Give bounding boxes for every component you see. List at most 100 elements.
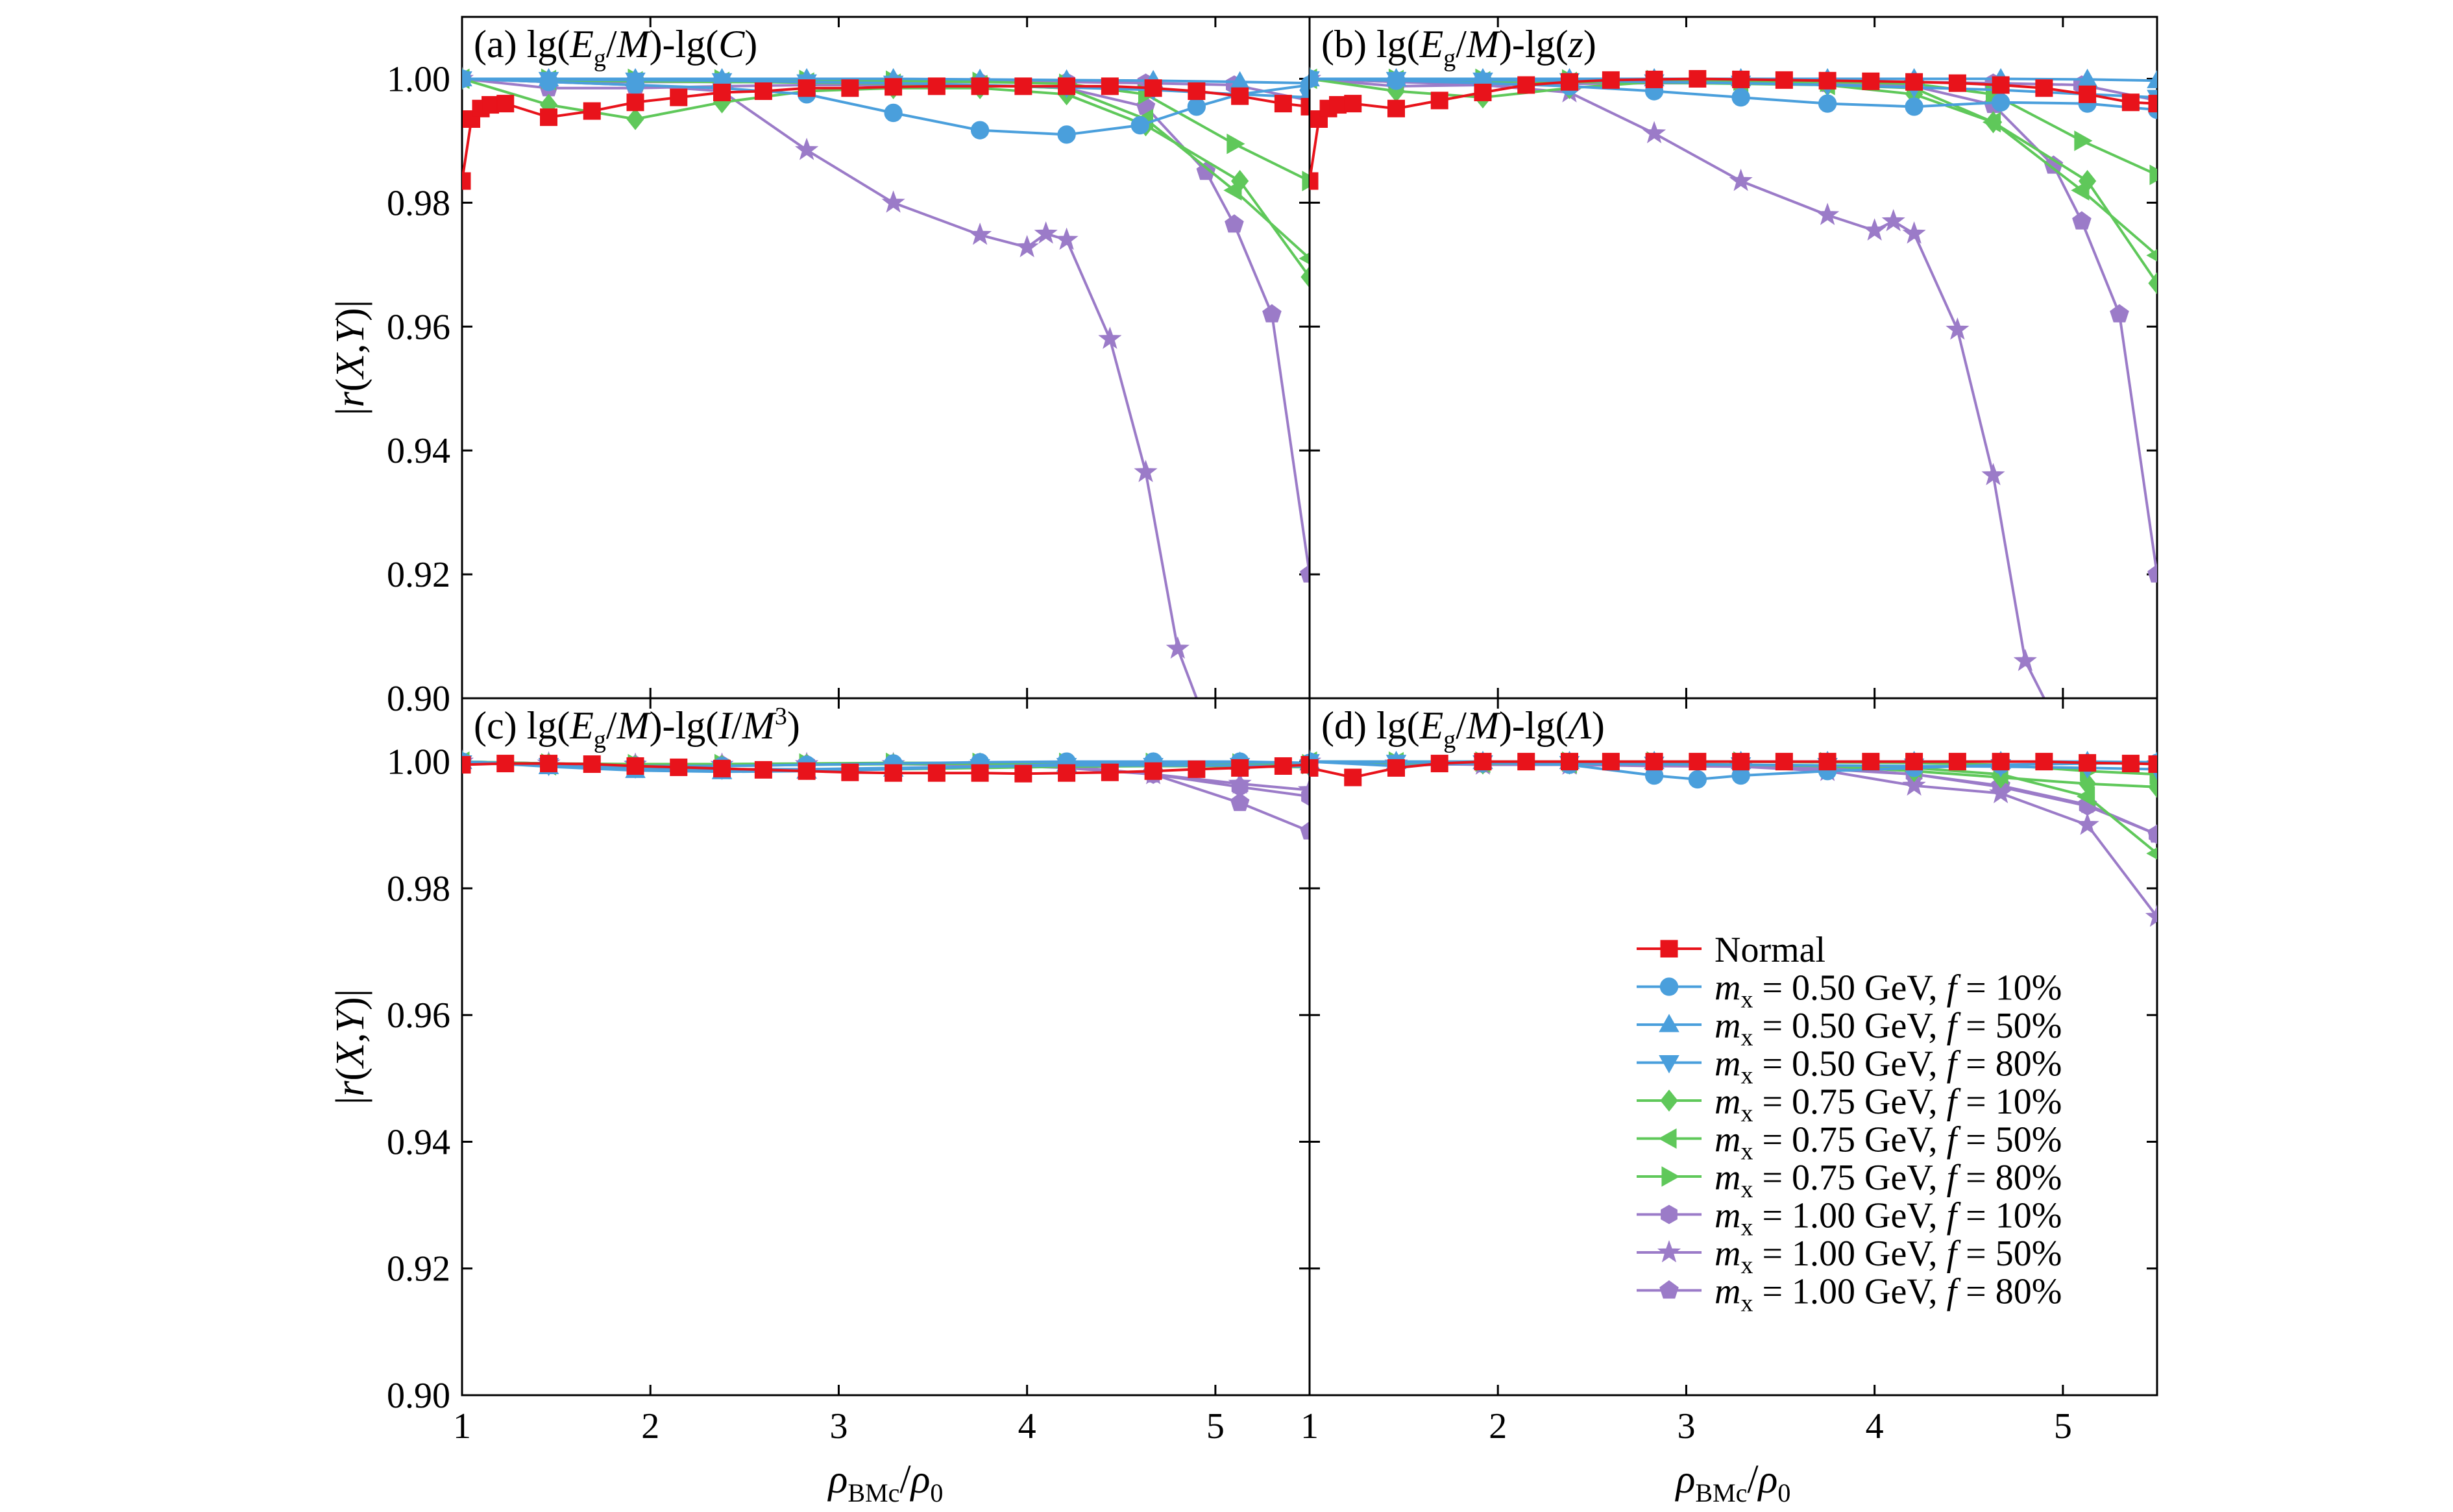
series-9-point	[1230, 792, 1250, 811]
series-1-point	[1310, 69, 1319, 88]
legend-marker	[1659, 1055, 1679, 1074]
y-tick-label: 1.00	[387, 742, 450, 783]
series-0-point	[540, 755, 558, 773]
series-1-point	[1991, 93, 2010, 112]
legend-marker	[1659, 1280, 1679, 1299]
series-1-point	[462, 69, 472, 88]
series-0-point	[1430, 91, 1448, 110]
series-9-point	[2110, 304, 2129, 323]
series-0-point	[2148, 755, 2157, 774]
x-tick-label: 5	[2054, 1406, 2072, 1446]
x-tick-label: 4	[1018, 1406, 1036, 1446]
series-4-point	[626, 108, 644, 130]
panel-d: 1 2 3 4 5 (d) lg(Eg/M)-lg(Λ)	[1300, 697, 2158, 1446]
series-0-point	[1300, 97, 1310, 116]
series-0-point	[482, 96, 500, 114]
series-0-point	[1517, 76, 1535, 94]
legend-marker	[1658, 1128, 1677, 1149]
legend-entry: mx = 1.00 GeV, f = 10%	[1637, 1196, 2062, 1241]
series-0-point	[1602, 71, 1620, 89]
series-8-point	[2145, 904, 2157, 927]
x-tick-label: 2	[641, 1406, 659, 1446]
y-tick-label: 0.90	[387, 679, 450, 719]
legend-marker	[1661, 1204, 1678, 1225]
panel-title: (a) lg(Eg/M)-lg(C)	[474, 23, 757, 72]
panel-frame	[1308, 16, 2158, 700]
legend-label: Normal	[1715, 930, 1825, 970]
series-8-point	[968, 222, 992, 245]
series-5-point	[2146, 847, 2157, 860]
x-tick-label: 3	[1677, 1406, 1695, 1446]
series-0-point	[1818, 71, 1837, 90]
series-0-point	[1274, 757, 1292, 775]
series-4-point	[2078, 169, 2097, 193]
series-9-point	[1225, 214, 1244, 233]
series-6-point	[1302, 171, 1310, 191]
y-tick-label: 0.92	[387, 555, 450, 595]
panel-b: (b) lg(Eg/M)-lg(z)	[1308, 16, 2158, 700]
series-8-point	[1015, 235, 1039, 258]
series-0-point	[2079, 85, 2097, 103]
series-8-point	[795, 138, 819, 160]
series-1-point	[884, 103, 903, 123]
series-9-point	[1300, 564, 1310, 583]
series-0-point	[1231, 87, 1249, 105]
series-8-point	[1165, 636, 1190, 659]
series-line-8	[1310, 77, 2045, 698]
series-0-point	[540, 108, 558, 127]
y-axis-title: |r(X,Y)|	[328, 989, 372, 1104]
series-0-point	[670, 758, 688, 776]
series-0-point	[1430, 755, 1448, 773]
series-9-point	[1262, 304, 1282, 323]
series-0-point	[1992, 76, 2010, 94]
series-0-point	[496, 755, 515, 773]
legend-entry: Normal	[1637, 930, 1825, 970]
series-8-point	[1981, 463, 2005, 485]
series-4-point	[1984, 111, 2003, 134]
legend-label: mx = 0.50 GeV, f = 80%	[1715, 1044, 2062, 1090]
series-8-point	[2013, 648, 2037, 672]
series-0-point	[670, 88, 688, 106]
series-0-point	[841, 763, 859, 781]
x-tick-label: 4	[1866, 1406, 1884, 1446]
y-tick-label: 0.98	[387, 869, 450, 909]
series-0-point	[1300, 756, 1310, 774]
series-8-point	[1642, 121, 1666, 143]
legend-entry: mx = 1.00 GeV, f = 50%	[1637, 1234, 2062, 1279]
legend-entry: mx = 0.50 GeV, f = 80%	[1637, 1044, 2062, 1090]
legend-marker	[1661, 1166, 1680, 1187]
legend-label: mx = 1.00 GeV, f = 50%	[1715, 1234, 2062, 1279]
series-8-point	[1729, 168, 1753, 191]
series-0-point	[1602, 753, 1620, 771]
series-0-point	[1517, 753, 1535, 771]
series-0-point	[1014, 77, 1032, 95]
series-1-point	[970, 121, 990, 140]
x-axis-title: ρBMc/ρ0	[827, 1457, 944, 1507]
series-0-point	[1310, 759, 1319, 777]
series-0-point	[1689, 69, 1707, 88]
series-0-point	[626, 757, 644, 775]
series-9-point	[1300, 821, 1310, 840]
legend-entry: mx = 0.75 GeV, f = 10%	[1637, 1082, 2062, 1127]
series-5-point	[2146, 249, 2157, 262]
series-0-point	[2121, 93, 2140, 112]
series-1-point	[626, 75, 645, 95]
series-1-point	[1130, 116, 1149, 135]
series-0-point	[1274, 95, 1292, 113]
series-8-point	[1034, 221, 1058, 244]
legend-marker	[1659, 1014, 1679, 1032]
legend-marker	[1659, 977, 1679, 996]
series-group	[462, 66, 1310, 698]
series-0-point	[462, 756, 471, 774]
series-0-point	[1775, 753, 1793, 771]
series-7-point	[2149, 825, 2157, 844]
y-tick-label: 0.94	[387, 431, 450, 471]
y-tick-label: 0.98	[387, 183, 450, 223]
y-tick-label: 1.00	[387, 59, 450, 99]
series-0-point	[1144, 762, 1162, 780]
series-8-point	[1902, 221, 1926, 244]
series-0-point	[1732, 70, 1750, 88]
series-0-point	[462, 172, 471, 190]
series-0-point	[885, 764, 903, 782]
